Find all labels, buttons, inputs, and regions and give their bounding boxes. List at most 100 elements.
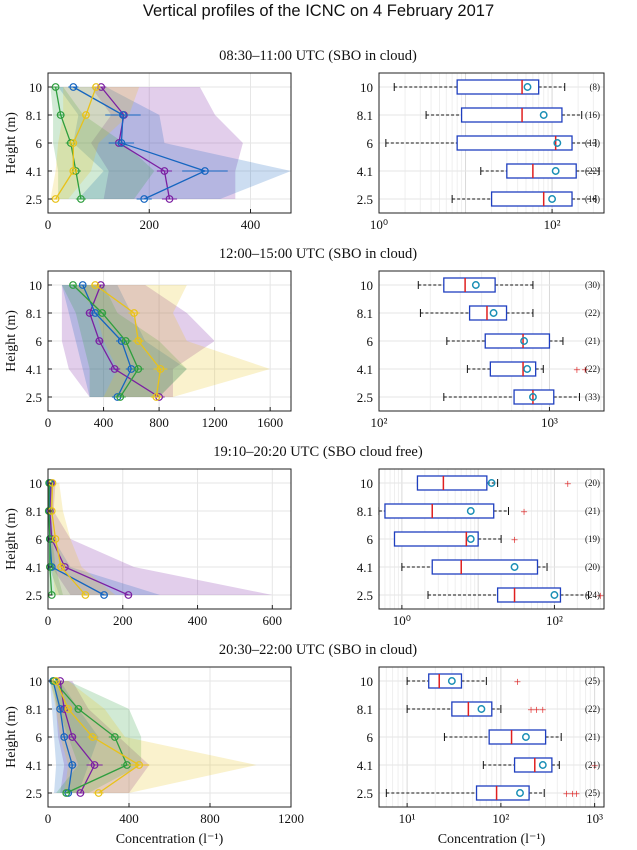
data-point: [69, 83, 78, 91]
sample-count-label: (8): [590, 82, 601, 92]
x-axis-label: Concentration (l⁻¹): [438, 832, 546, 847]
data-point: [160, 167, 169, 175]
y-tick-label: 6: [367, 334, 374, 349]
box-iqr: [506, 163, 577, 179]
data-point: [94, 789, 103, 797]
data-point: [78, 281, 87, 289]
outlier-marker: +: [533, 702, 540, 717]
box-iqr: [513, 389, 555, 405]
outlier-marker: +: [563, 786, 570, 801]
box-iqr: [468, 305, 508, 321]
data-point: [45, 563, 54, 571]
box-iqr: [475, 785, 530, 801]
box-mean-marker: [489, 309, 498, 317]
outlier-marker: +: [514, 674, 521, 689]
data-point: [57, 563, 65, 571]
box-iqr: [416, 475, 488, 491]
panel-left-row-3: 20:30–22:00 UTC (SBO in cloud) 10 8.1 6 4.1 2…: [4, 642, 417, 847]
sample-count-label: (13): [585, 138, 600, 148]
box-mean-marker: [487, 479, 496, 487]
y-tick-label: 2.5: [26, 192, 42, 207]
data-point: [117, 139, 126, 147]
data-point: [76, 789, 85, 797]
x-tick-label: 10²: [492, 811, 509, 826]
data-point: [69, 167, 78, 175]
y-tick-label: 4.1: [26, 362, 42, 377]
data-point: [68, 733, 77, 741]
x-tick-label: 400: [188, 613, 208, 628]
y-tick-label: 10: [360, 278, 373, 293]
y-tick-label: 10: [360, 674, 373, 689]
y-tick-label: 4.1: [357, 758, 373, 773]
data-point: [62, 789, 71, 797]
box-mean-marker: [521, 733, 530, 741]
panel-right-row-0: (8) 10 (16) 8.1 (13) 6 (22) 4.1 (16) 2.5 10⁰ 10²: [357, 72, 605, 232]
x-tick-label: 400: [119, 811, 139, 826]
box-mean-marker: [538, 761, 547, 769]
panel-left-row-0: 08:30–11:00 UTC (SBO in cloud) 10 8.1 6 4.1 2…: [4, 48, 417, 232]
data-point: [91, 281, 100, 289]
range-band: [48, 483, 273, 595]
data-point: [88, 733, 97, 741]
box-mean-marker: [539, 111, 548, 119]
data-point: [116, 393, 125, 401]
data-point: [134, 337, 143, 345]
data-point: [77, 195, 85, 203]
outlier-marker: +: [511, 532, 518, 547]
data-point: [52, 677, 60, 685]
y-tick-label: 2.5: [357, 588, 373, 603]
panel-subtitle: 19:10–20:20 UTC (SBO cloud free): [213, 444, 423, 460]
y-tick-label: 10: [29, 278, 42, 293]
sample-count-label: (21): [585, 506, 600, 516]
y-tick-label: 10: [29, 674, 42, 689]
x-tick-label: 10³: [586, 811, 603, 826]
sample-count-label: (16): [585, 110, 600, 120]
axes-frame: [378, 270, 605, 412]
y-tick-label: 8.1: [357, 108, 373, 123]
y-tick-label: 10: [29, 476, 42, 491]
data-point: [119, 111, 127, 119]
y-tick-label: 4.1: [357, 560, 373, 575]
box-mean-marker: [553, 139, 562, 147]
x-tick-label: 800: [149, 415, 169, 430]
y-tick-label: 8.1: [26, 504, 42, 519]
x-tick-label: 10²: [371, 415, 388, 430]
data-point: [100, 591, 108, 599]
sample-count-label: (22): [585, 704, 600, 714]
x-tick-label: 400: [94, 415, 114, 430]
y-tick-label: 2.5: [26, 390, 42, 405]
data-point: [124, 591, 133, 599]
outlier-marker: +: [564, 476, 571, 491]
axes-frame: [378, 468, 605, 610]
data-point: [165, 195, 174, 203]
y-tick-label: 6: [36, 532, 43, 547]
box-mean-marker: [510, 563, 519, 571]
box-mean-marker: [528, 393, 537, 401]
outlier-marker: +: [597, 588, 604, 603]
sample-count-label: (21): [585, 732, 600, 742]
y-tick-label: 4.1: [26, 164, 42, 179]
y-axis-label: Height (m): [4, 112, 19, 174]
outlier-marker: +: [573, 362, 580, 377]
y-tick-label: 8.1: [357, 306, 373, 321]
sample-count-label: (20): [585, 478, 600, 488]
y-tick-label: 6: [36, 136, 43, 151]
sample-count-label: (21): [585, 760, 600, 770]
x-tick-label: 1600: [257, 415, 283, 430]
sample-count-label: (24): [585, 590, 600, 600]
x-tick-label: 200: [113, 613, 133, 628]
panel-right-row-3: + (25)10+++ (22)8.1(21)6+(21)4.1+++ (25)2.5…: [357, 666, 605, 847]
sample-count-label: (16): [585, 194, 600, 204]
data-point: [98, 309, 107, 317]
y-tick-label: 4.1: [26, 560, 42, 575]
y-tick-label: 2.5: [26, 786, 42, 801]
data-point: [134, 365, 143, 373]
data-point: [69, 281, 77, 289]
box-mean-marker: [447, 677, 456, 685]
data-point: [110, 733, 119, 741]
y-tick-label: 2.5: [357, 390, 373, 405]
y-tick-label: 6: [367, 136, 374, 151]
data-point: [135, 761, 144, 769]
